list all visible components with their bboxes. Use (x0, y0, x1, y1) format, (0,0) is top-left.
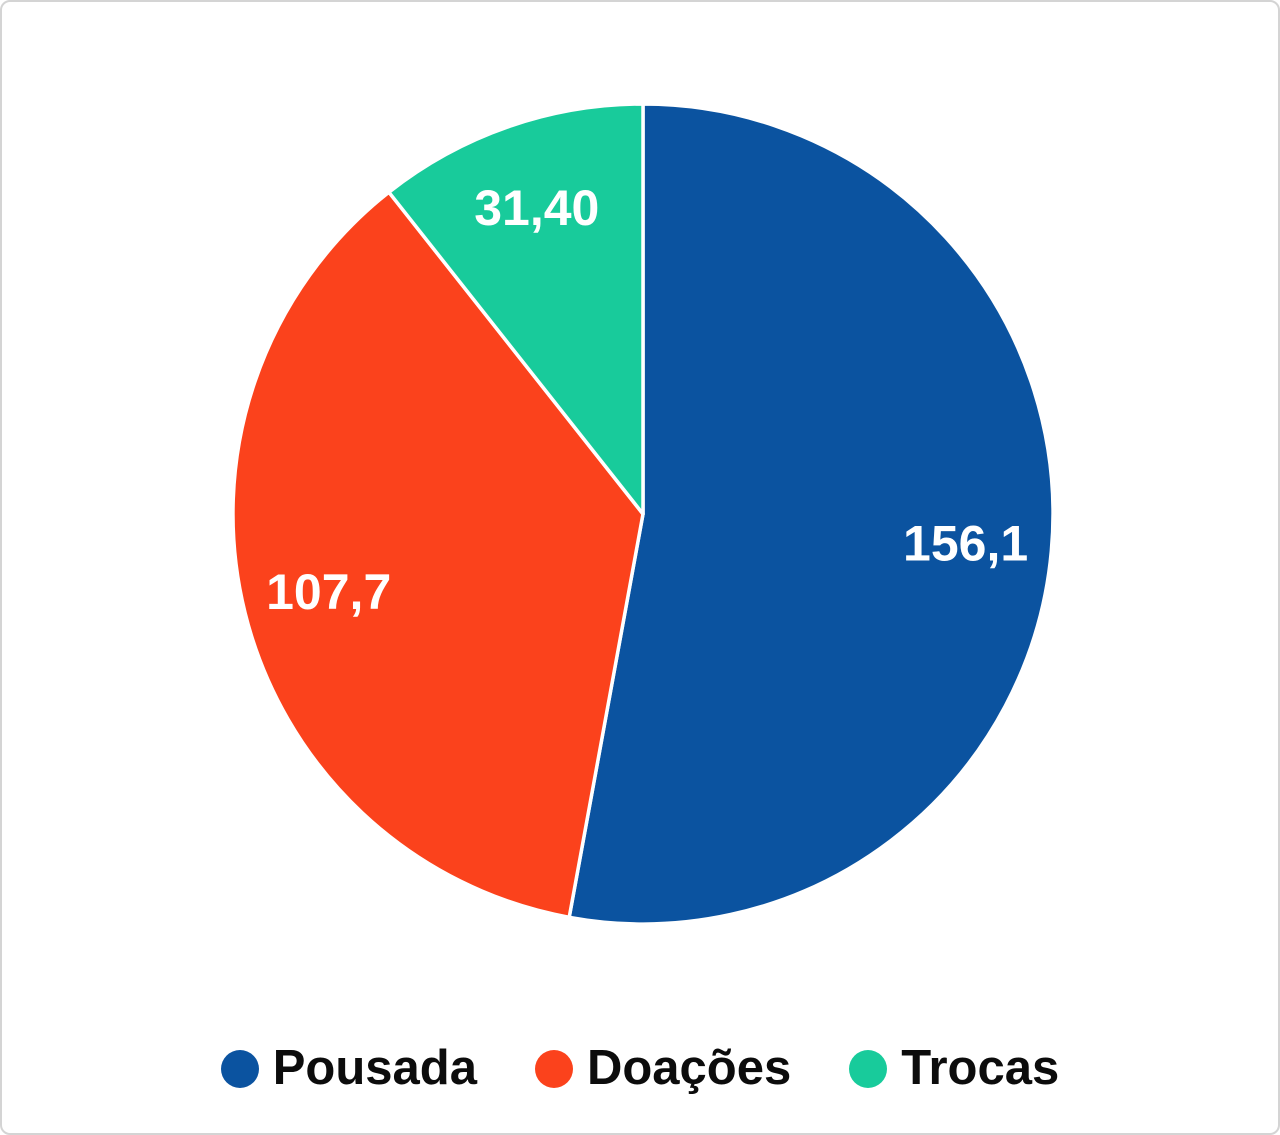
legend-swatch-doacoes-icon (534, 1049, 573, 1088)
data-label-doacoes: 107,7 (266, 564, 391, 620)
legend-label-pousada: Pousada (272, 1041, 477, 1095)
data-label-pousada: 156,1 (903, 515, 1028, 571)
legend-item-trocas: Trocas (849, 1044, 1059, 1093)
legend-swatch-trocas-icon (849, 1049, 888, 1088)
legend-item-pousada: Pousada (220, 1041, 477, 1095)
legend: Pousada Doações Trocas (2, 1044, 1278, 1093)
legend-item-doacoes: Doações (534, 1041, 792, 1095)
pie-slice-trocas (387, 102, 645, 516)
pie-slice-pousada (567, 102, 1055, 926)
legend-swatch-pousada-icon (220, 1049, 259, 1088)
legend-label-doacoes: Doações (586, 1041, 792, 1095)
pie-slice-doacoes (231, 190, 645, 920)
legend-label-trocas: Trocas (901, 1041, 1060, 1095)
data-label-trocas: 31,40 (474, 180, 599, 236)
